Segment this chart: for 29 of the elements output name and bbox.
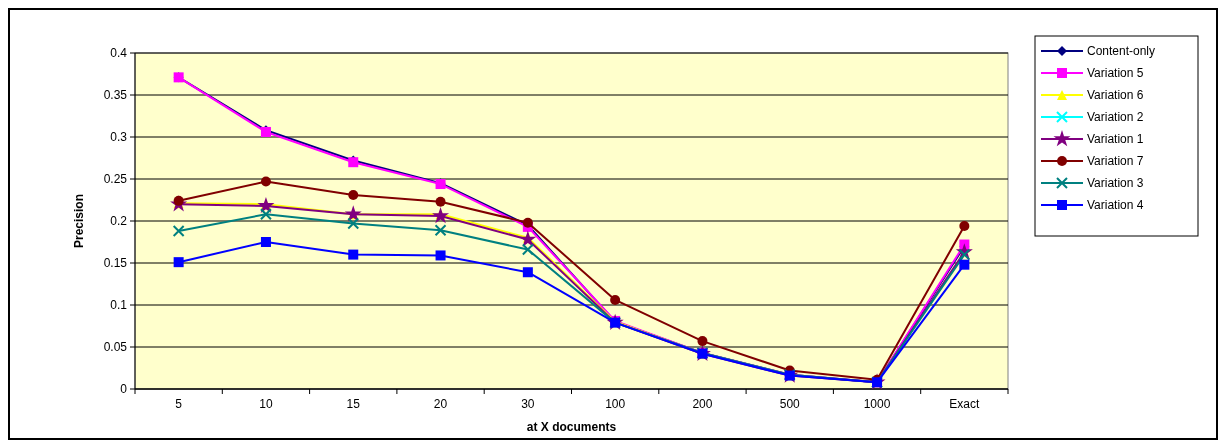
legend-label: Variation 2	[1087, 110, 1144, 125]
x-tick-label: Exact	[949, 397, 981, 411]
x-tick-label: 15	[346, 397, 361, 411]
x-axis-title: at X documents	[526, 420, 617, 434]
x-tick-label: 1000	[863, 397, 891, 411]
y-tick-label: 0	[120, 382, 128, 397]
y-tick-label: 0.35	[103, 88, 128, 103]
x-tick-label: 5	[175, 397, 183, 411]
y-axis-title: Precision	[72, 193, 86, 249]
legend-label: Content-only	[1087, 44, 1156, 59]
y-tick-label: 0.4	[110, 46, 128, 61]
legend-label: Variation 6	[1087, 88, 1144, 103]
y-tick-label: 0.2	[110, 214, 128, 229]
x-tick-label: 200	[692, 397, 713, 411]
y-tick-label: 0.05	[103, 340, 128, 355]
x-tick-label: 20	[433, 397, 448, 411]
x-tick-label: 10	[259, 397, 273, 411]
x-tick-label: 30	[521, 397, 535, 411]
legend-label: Variation 4	[1087, 198, 1144, 213]
x-tick-label: 500	[779, 397, 801, 411]
y-tick-label: 0.15	[103, 256, 128, 271]
legend-label: Variation 7	[1087, 154, 1144, 169]
legend-label: Variation 3	[1087, 176, 1144, 191]
x-tick-label: 100	[605, 397, 626, 411]
legend-label: Variation 5	[1087, 66, 1144, 81]
y-tick-label: 0.1	[110, 298, 128, 313]
legend-label: Variation 1	[1087, 132, 1144, 147]
y-tick-label: 0.25	[103, 172, 128, 187]
y-tick-label: 0.3	[110, 130, 128, 145]
